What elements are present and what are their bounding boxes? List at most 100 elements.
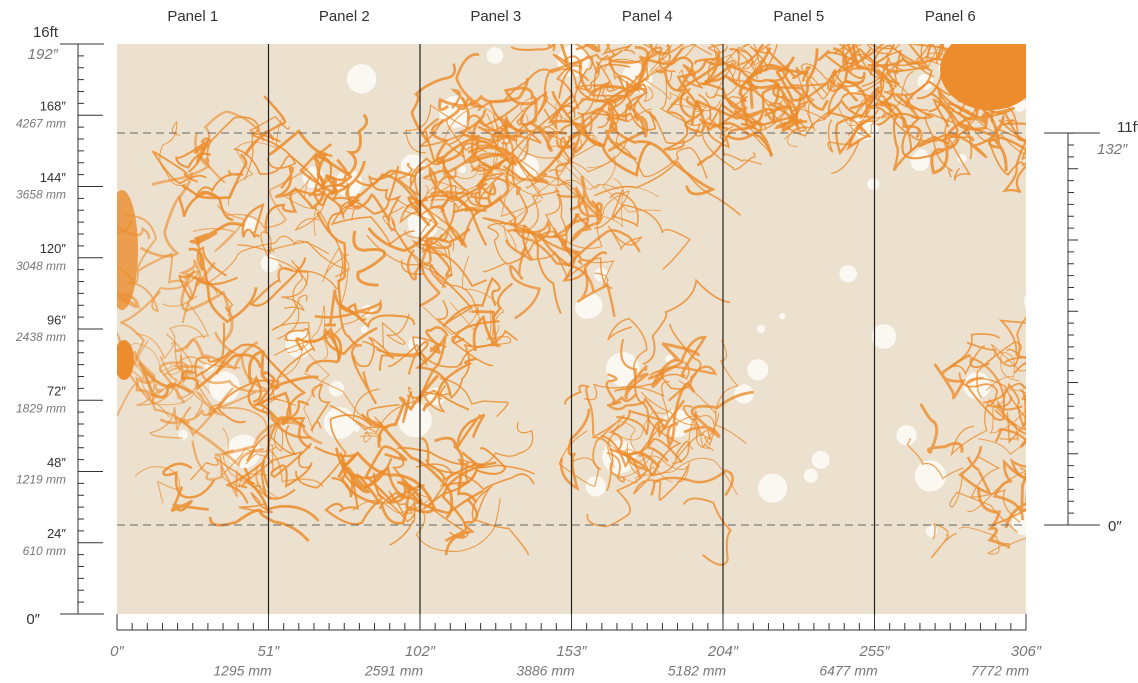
- strand: [607, 420, 638, 458]
- strand: [915, 44, 935, 78]
- strand: [457, 458, 536, 487]
- bubble: [747, 359, 769, 381]
- strand: [610, 140, 708, 179]
- strand: [396, 446, 470, 488]
- ruler-feet: 16ft: [33, 24, 59, 41]
- bubble: [914, 460, 946, 492]
- bubble: [360, 326, 368, 334]
- ruler-mm: 3658 mm: [16, 188, 66, 202]
- ruler-mm: 3048 mm: [16, 259, 66, 273]
- strand: [640, 75, 708, 113]
- strand: [483, 222, 528, 273]
- bubble: [811, 450, 830, 469]
- strand: [261, 400, 310, 489]
- strand: [682, 404, 702, 434]
- strand: [415, 463, 470, 539]
- strand: [591, 110, 657, 131]
- strand: [602, 437, 690, 483]
- strand: [939, 104, 1026, 156]
- strand: [483, 161, 542, 217]
- strand: [159, 418, 264, 468]
- ruler-inches: 144″: [40, 170, 67, 185]
- strand: [988, 119, 1026, 176]
- strand: [347, 298, 382, 322]
- strand: [419, 385, 452, 413]
- strand: [607, 106, 652, 156]
- bubble: [803, 468, 818, 483]
- strand: [603, 58, 654, 103]
- strand: [832, 47, 881, 119]
- ruler-mm: 1829 mm: [16, 401, 66, 415]
- bubble: [575, 296, 599, 319]
- strand: [978, 438, 1026, 455]
- strand: [1041, 125, 1098, 170]
- strand: [195, 237, 227, 277]
- strand: [967, 378, 1026, 444]
- strand: [841, 92, 923, 154]
- strand: [422, 143, 499, 192]
- strand: [151, 383, 222, 437]
- strand: [1023, 65, 1026, 70]
- panel-label: Panel 2: [319, 8, 370, 25]
- bubble: [871, 324, 897, 349]
- strand: [295, 414, 373, 489]
- strand: [133, 350, 156, 397]
- strand: [503, 86, 538, 127]
- strand: [315, 211, 347, 310]
- strand: [1025, 515, 1026, 517]
- strand: [238, 491, 273, 514]
- ruler-inches: 102″: [405, 643, 436, 660]
- strand: [605, 373, 637, 405]
- strand: [528, 120, 568, 153]
- strand: [220, 465, 273, 501]
- strand: [985, 44, 988, 46]
- ruler-mm: 4267 mm: [16, 116, 66, 130]
- panel-label: Panel 6: [925, 8, 976, 25]
- strand: [376, 493, 416, 546]
- strand: [719, 125, 762, 165]
- strand: [609, 122, 716, 196]
- ruler-inches: 168″: [40, 99, 67, 114]
- bubble: [1024, 294, 1026, 309]
- strand: [425, 459, 535, 491]
- strand: [558, 430, 600, 487]
- strand: [906, 438, 964, 480]
- strand: [352, 483, 433, 514]
- strand: [330, 199, 415, 246]
- strand: [930, 116, 972, 175]
- strand: [364, 445, 408, 503]
- strand: [450, 330, 518, 399]
- strand: [415, 498, 501, 552]
- strand: [395, 162, 425, 198]
- strand: [593, 81, 622, 107]
- strand: [442, 276, 501, 328]
- strand: [271, 294, 310, 342]
- strand: [273, 305, 374, 356]
- strand: [551, 90, 652, 178]
- ruler-inches: 51″: [258, 643, 281, 660]
- bubble: [868, 32, 878, 42]
- strand: [622, 44, 636, 55]
- strand: [655, 45, 692, 119]
- strand: [817, 44, 885, 64]
- bubble: [779, 313, 786, 320]
- bubble: [1060, 45, 1085, 70]
- strand: [1028, 78, 1072, 140]
- bubble: [1038, 162, 1045, 169]
- strand: [707, 44, 721, 86]
- strand: [576, 251, 616, 318]
- strand: [278, 263, 309, 312]
- strand: [537, 49, 623, 114]
- strand: [1035, 66, 1077, 86]
- strand: [1024, 475, 1026, 480]
- panel-label: Panel 3: [470, 8, 521, 25]
- strand: [316, 113, 369, 177]
- strand: [695, 128, 756, 171]
- strand: [1041, 32, 1132, 82]
- bubble: [346, 64, 377, 94]
- strand: [665, 44, 670, 48]
- strand: [173, 406, 217, 424]
- blob: [940, 44, 1026, 110]
- strand: [699, 82, 748, 128]
